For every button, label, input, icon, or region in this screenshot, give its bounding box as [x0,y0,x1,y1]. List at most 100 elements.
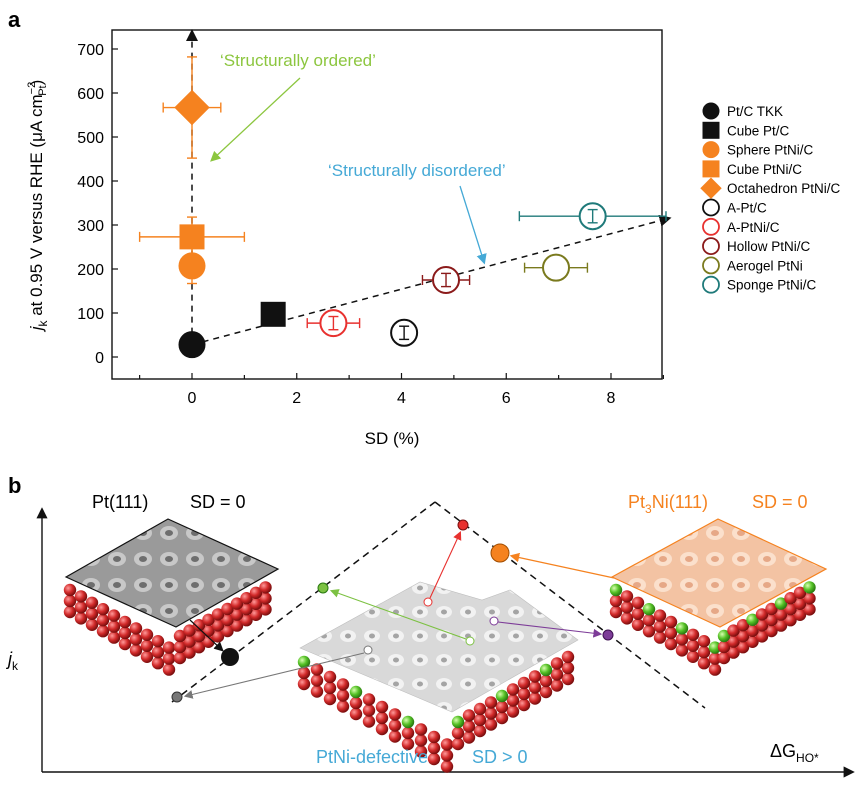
pt-atom [664,626,678,640]
pt-atom [107,609,121,622]
point-cube-ptni-c [138,216,246,258]
ni-atom [401,715,415,729]
pt-atom [375,711,389,725]
x-tick-label: 8 [607,390,616,407]
pt3ni-surface [610,518,828,628]
ni-atom [675,622,689,635]
pt-atom [259,603,272,616]
legend-entry: Cube PtNi/C [702,160,802,178]
pt-atom [517,676,531,690]
pt-atom [506,683,520,696]
pt-atom [129,633,143,646]
pt-atom [118,637,132,651]
pt-atom [388,708,402,721]
pt3ni-sd-label: SD = 0 [752,492,808,512]
pt-atom [414,734,428,747]
pt-atom [151,635,165,648]
pt-atom [484,718,498,731]
pt-atom [140,628,154,641]
pt-atom [631,596,645,609]
site-gray [363,645,373,655]
ni-atom [297,655,311,669]
y-label-exp: −2 [26,82,38,95]
pt-atom [230,597,244,610]
pt3ni-atom-layers [609,581,816,676]
pt-atom [259,592,272,605]
pt-atom [211,608,225,621]
pt-atom [414,745,428,758]
pt-atom [173,629,187,643]
pt111-label: Pt(111) [92,492,148,512]
y-tick-label: 100 [77,306,104,323]
pt-atom [336,678,350,691]
pt-atom [401,737,415,751]
pt-atom [249,597,263,610]
legend: Pt/C TKK Cube Pt/C Sphere PtNi/C Cube PtNi/… [700,102,841,294]
marker-diamond [174,89,210,126]
pt-atom [349,696,363,710]
pt-atom [784,592,797,605]
y-label-close: ) [27,80,46,86]
pt-atom [484,707,498,720]
pt-atom [755,608,769,621]
x-tick-label: 4 [397,390,406,407]
pt-atom [211,630,225,643]
pt-atom [259,581,272,594]
legend-label: Octahedron PtNi/C [727,181,841,196]
legend-marker [702,275,720,294]
legend-label: A-Pt/C [727,201,767,216]
pt-atom [107,631,121,644]
pt-atom [755,619,769,632]
pt-atom [440,760,454,773]
pt-atom [323,692,337,706]
legend-label: Cube PtNi/C [727,162,802,177]
pt-atom [473,713,487,727]
pt-atom [240,614,253,627]
legend-label: Aerogel PtNi [727,258,803,273]
pt-atom [736,619,750,632]
legend-entry: A-Pt/C [702,198,767,217]
pt-atom [765,613,778,627]
pt111-marker [221,648,239,666]
pt-atom [653,620,667,633]
pt-atom [162,652,176,665]
y-tick-label: 300 [77,218,104,235]
point-octahedron-ptni-c [162,56,222,159]
plot-frame [111,29,663,380]
marker-square [260,301,286,327]
y-tick-label: 200 [77,262,104,279]
legend-entry: Sphere PtNi/C [702,141,814,159]
legend-entry: Hollow PtNi/C [702,237,811,256]
arrow-purple [497,621,603,638]
pt-atom [793,608,807,621]
pt-atom [506,694,520,707]
pt-atom [440,749,454,762]
pt-atom [362,693,376,706]
legend-marker [702,160,720,178]
pt-atom [506,705,520,718]
arrow-pt3ni [509,552,615,579]
point-a-pt-c [390,318,419,347]
y-axis-label: jk at 0.95 V versus RHE (μA cm−2Pt) [26,80,50,333]
defective-sd-label: SD > 0 [472,747,528,767]
pt-atom [310,674,324,687]
pt-atom [620,601,634,614]
pt-atom [675,633,689,646]
pt111-sd-label: SD = 0 [190,492,246,512]
pt-atom [74,590,88,603]
pt-atom [653,631,667,644]
y-axis-ticks: 0 100 200 300 400 500 600 700 [77,42,118,367]
pt3ni-slab [609,518,828,676]
panel-a-label: a [8,7,21,32]
pt-atom [323,681,337,695]
pt-atom [774,619,788,632]
y-label-main: at 0.95 V versus RHE (μA cm [27,94,46,320]
pt-atom [697,646,711,659]
pt-atom [129,644,143,657]
pt-atom [96,625,110,638]
defective-surface [299,581,579,713]
legend-marker [702,102,720,120]
pt-atom [517,698,531,712]
pt-atom [440,738,454,751]
